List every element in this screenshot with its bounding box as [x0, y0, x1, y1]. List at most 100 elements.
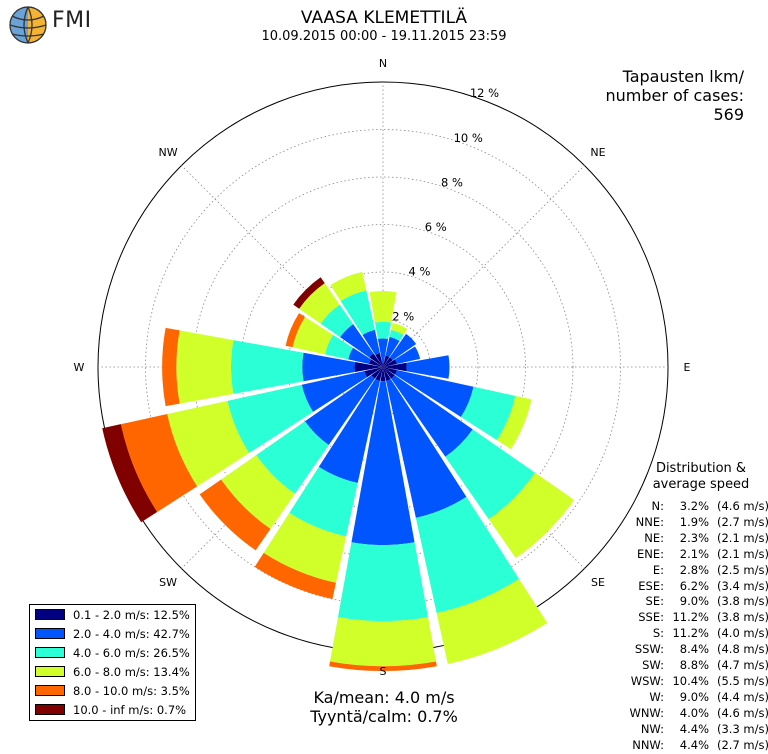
bar-nne-speed-2 [389, 329, 404, 342]
legend-item: 6.0 - 8.0 m/s: 13.4% [30, 662, 195, 681]
grid-spoke [181, 366, 384, 569]
distribution-percent: 4.0% [679, 705, 709, 720]
bar-ne-speed-0 [383, 357, 393, 367]
distribution-speed: (2.7 m/s) [717, 514, 768, 529]
compass-label-e: E [684, 361, 691, 374]
distribution-percent: 11.2% [672, 610, 709, 625]
radial-tick-label: 6 % [425, 220, 447, 234]
bar-nw-speed-1 [340, 324, 374, 358]
distribution-speed: (4.0 m/s) [717, 626, 768, 641]
legend-item: 8.0 - 10.0 m/s: 3.5% [30, 681, 195, 700]
bar-e-speed-1 [406, 355, 450, 379]
distribution-speed: (5.5 m/s) [717, 673, 768, 688]
bar-se-speed-3 [488, 472, 575, 559]
bar-se-speed-0 [383, 367, 395, 379]
mean-speed: Ka/mean: 4.0 m/s [313, 688, 455, 707]
distribution-row: S: 11.2% (4.0 m/s) [620, 626, 768, 642]
distribution-percent: 2.8% [679, 562, 709, 577]
distribution-row: W: 9.0% (4.4 m/s) [620, 690, 768, 706]
bar-s-speed-0 [380, 367, 386, 382]
distribution-direction: NNW: [632, 737, 664, 752]
bar-wnw-speed-0 [369, 359, 383, 367]
bar-wnw-speed-1 [348, 347, 372, 364]
distribution-row: E: 2.8% (2.5 m/s) [620, 563, 768, 579]
distribution-speed: (4.6 m/s) [717, 499, 768, 513]
distribution-percent: 3.2% [679, 499, 709, 513]
bar-w-speed-3 [176, 330, 234, 404]
bar-sse-speed-3 [436, 578, 548, 665]
legend-item: 10.0 - inf m/s: 0.7% [30, 700, 195, 719]
distribution-table: N: 3.2% (4.6 m/s) NNE: 1.9% (2.7 m/s) NE: 2.3% (… [620, 499, 768, 754]
bar-s-speed-2 [337, 542, 429, 622]
distribution-direction: SSE: [638, 610, 664, 625]
logo-text: FMI [52, 8, 92, 33]
bar-nne-speed-1 [385, 336, 400, 358]
case-count-block: Tapausten lkm/ number of cases: 569 [605, 67, 744, 124]
distribution-heading: Distribution & average speed [640, 461, 762, 493]
bar-ssw-speed-3 [263, 512, 347, 583]
cases-count: 569 [713, 105, 744, 124]
distribution-row: ESE: 6.2% (3.4 m/s) [620, 579, 768, 595]
legend-label: 0.1 - 2.0 m/s: 12.5% [73, 607, 190, 622]
legend-swatch [35, 666, 65, 677]
bar-wsw-speed-3 [167, 400, 250, 487]
bar-w-speed-0 [354, 361, 383, 373]
radial-tick-label: 2 % [392, 309, 414, 323]
bar-ene-speed-1 [394, 346, 421, 364]
cases-label-fi: Tapausten lkm/ [622, 67, 744, 86]
bar-nne-speed-3 [391, 322, 408, 336]
bar-nnw-speed-3 [330, 271, 367, 302]
bar-n-speed-0 [382, 362, 384, 367]
distribution-speed: (3.4 m/s) [717, 578, 768, 593]
distribution-direction: NNE: [635, 514, 664, 529]
bar-s-speed-4 [329, 661, 437, 671]
bar-w-speed-2 [231, 340, 304, 394]
distribution-percent: 9.0% [679, 689, 709, 704]
distribution-speed: (3.3 m/s) [717, 721, 768, 736]
legend-label: 4.0 - 6.0 m/s: 26.5% [73, 645, 190, 660]
distribution-direction: NE: [644, 530, 664, 545]
compass-label-w: W [74, 361, 85, 374]
calm-percentage: Tyyntä/calm: 0.7% [310, 707, 458, 726]
compass-label-n: N [379, 57, 387, 70]
compass-label-se: SE [591, 576, 605, 589]
distribution-speed: (4.8 m/s) [717, 642, 768, 657]
distribution-row: WSW: 10.4% (5.5 m/s) [620, 674, 768, 690]
grid-spoke [382, 366, 585, 569]
bar-ese-speed-1 [394, 370, 474, 418]
compass-label-nw: NW [158, 146, 177, 159]
distribution-speed: (2.7 m/s) [717, 737, 768, 752]
bar-se-speed-1 [391, 375, 473, 457]
bar-wsw-speed-4 [120, 414, 198, 512]
bar-sse-speed-2 [415, 496, 520, 613]
wind-rose-bars [102, 271, 575, 671]
distribution-speed: (3.8 m/s) [717, 610, 768, 625]
distribution-row: NE: 2.3% (2.1 m/s) [620, 531, 768, 547]
distribution-direction: NW: [640, 721, 664, 736]
fmi-logo-icon [9, 6, 47, 44]
bar-sw-speed-3 [221, 455, 295, 529]
bar-nw-speed-5 [293, 277, 325, 309]
distribution-row: NW: 4.4% (3.3 m/s) [620, 722, 768, 738]
distribution-speed: (3.8 m/s) [717, 594, 768, 609]
distribution-direction: S: [652, 626, 664, 641]
legend-item: 4.0 - 6.0 m/s: 26.5% [30, 643, 195, 662]
legend-label: 6.0 - 8.0 m/s: 13.4% [73, 664, 190, 679]
legend-swatch [35, 609, 65, 620]
radial-tick-label: 12 % [470, 86, 499, 100]
bar-s-speed-1 [351, 381, 415, 546]
bar-n-speed-2 [375, 321, 391, 339]
bar-ese-speed-2 [460, 386, 516, 441]
distribution-percent: 8.4% [679, 642, 709, 657]
legend-item: 2.0 - 4.0 m/s: 42.7% [30, 624, 195, 643]
distribution-percent: 4.4% [679, 737, 709, 752]
bar-n-speed-1 [377, 338, 389, 363]
legend-label: 2.0 - 4.0 m/s: 42.7% [73, 626, 190, 641]
fmi-logo [6, 4, 96, 44]
distribution-heading-line1: Distribution & [655, 461, 747, 476]
distribution-percent: 8.8% [679, 658, 709, 673]
distribution-direction: SSW: [634, 642, 664, 657]
distribution-row: WNW: 4.0% (4.6 m/s) [620, 706, 768, 722]
distribution-percent: 2.1% [679, 546, 709, 561]
